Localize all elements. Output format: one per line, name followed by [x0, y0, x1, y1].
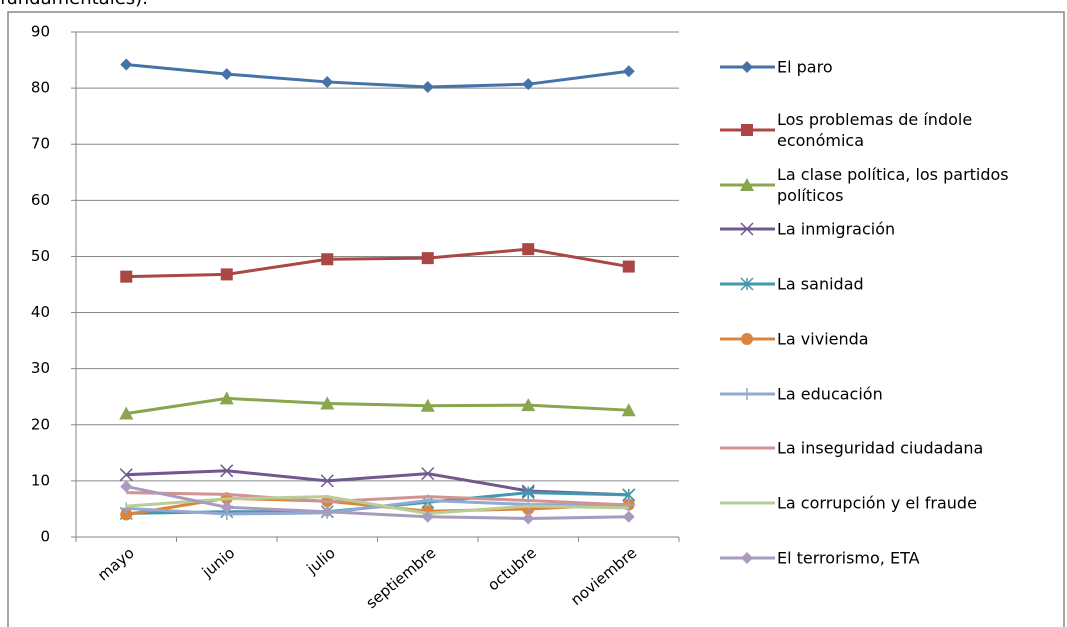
y-tick-label: 40: [31, 303, 50, 321]
point: [421, 467, 435, 481]
legend-label: La inseguridad ciudadana: [777, 438, 984, 458]
point: [421, 252, 434, 265]
point: [321, 75, 334, 88]
series-line: [125, 485, 629, 520]
legend-marker: [741, 124, 753, 136]
series-line: [126, 499, 629, 516]
point: [120, 480, 133, 493]
y-tick-label: 0: [40, 528, 50, 546]
point: [220, 501, 233, 514]
point: [120, 502, 133, 515]
point: [522, 512, 535, 525]
x-tick-label: julio: [302, 544, 338, 578]
legend-marker: [741, 552, 753, 564]
point: [421, 80, 434, 93]
point: [622, 260, 635, 273]
legend-marker: [741, 61, 753, 73]
legend-label: El terrorismo, ETA: [777, 548, 920, 568]
series-line: [126, 396, 629, 416]
y-tick-label: 30: [31, 359, 50, 377]
x-tick-label: septiembre: [362, 544, 439, 612]
legend-marker: [741, 388, 753, 400]
legend-marker: [741, 333, 753, 345]
legend-label: La inmigración: [777, 219, 896, 239]
point: [220, 68, 233, 81]
point: [321, 253, 334, 266]
x-tick-label: mayo: [94, 544, 138, 585]
point: [621, 403, 636, 417]
y-tick-label: 20: [31, 415, 50, 433]
series-line: [126, 469, 629, 497]
x-tick-label: noviembre: [567, 544, 640, 609]
point: [521, 486, 535, 500]
legend-label: La corrupción y el fraude: [777, 493, 977, 513]
point: [622, 510, 635, 523]
point: [119, 406, 134, 420]
legend-marker: [740, 178, 754, 191]
legend-label: La vivienda: [777, 329, 869, 349]
series-line: [126, 491, 629, 507]
point: [522, 78, 535, 91]
point: [120, 58, 133, 71]
legend-label: La clase política, los partidos político…: [777, 165, 1009, 205]
y-tick-label: 50: [31, 247, 50, 265]
y-tick-label: 10: [31, 471, 50, 489]
point: [522, 243, 535, 256]
legend-marker: [740, 222, 754, 236]
series-line: [126, 63, 629, 89]
x-tick-label: octubre: [484, 544, 540, 595]
point: [321, 505, 334, 518]
point: [220, 268, 233, 281]
y-tick-label: 70: [31, 135, 50, 153]
point: [120, 270, 133, 283]
point: [220, 464, 234, 478]
y-tick-label: 60: [31, 191, 50, 209]
point: [219, 391, 234, 405]
point: [119, 468, 133, 482]
chart-frame: [7, 11, 1065, 627]
point: [320, 474, 334, 488]
point: [420, 398, 435, 412]
legend-label: Los problemas de índole económica: [777, 110, 973, 150]
y-tick-label: 80: [31, 79, 50, 97]
legend-label: El paro: [777, 57, 833, 77]
point: [320, 396, 335, 410]
point: [622, 65, 635, 78]
legend-marker: [740, 277, 754, 291]
legend-label: La sanidad: [777, 274, 864, 294]
series-line: [126, 247, 630, 279]
point: [521, 398, 536, 412]
x-tick-label: junio: [198, 544, 238, 582]
caption: fundamentales).: [0, 0, 148, 9]
point: [421, 510, 434, 523]
y-tick-label: 90: [31, 23, 50, 41]
series-line: [126, 495, 629, 515]
legend-label: La educación: [777, 384, 883, 404]
point: [120, 508, 133, 521]
